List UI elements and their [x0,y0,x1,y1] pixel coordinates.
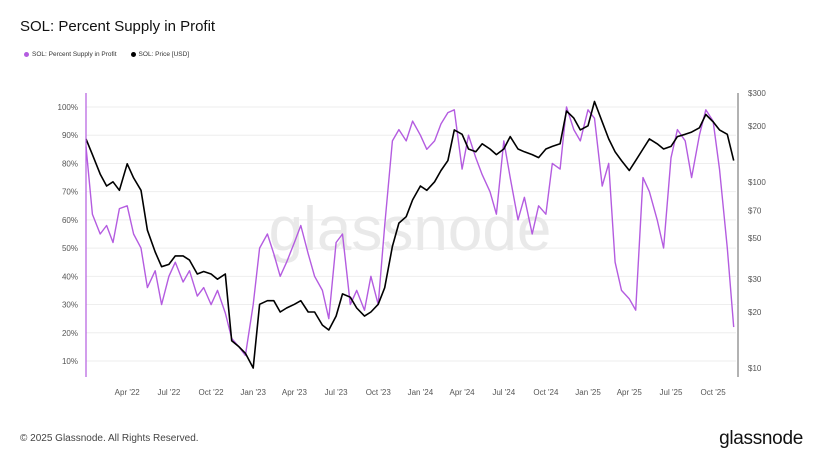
y-right-tick-label: $10 [748,364,762,373]
x-tick-label: Jan '25 [575,388,601,397]
y-left-tick-label: 70% [62,188,78,197]
x-tick-label: Oct '24 [533,388,559,397]
y-left-tick-label: 80% [62,159,78,168]
x-tick-label: Oct '23 [366,388,392,397]
y-right-tick-label: $300 [748,89,766,98]
chart-title: SOL: Percent Supply in Profit [20,18,216,35]
y-left-tick-label: 20% [62,329,78,338]
x-tick-label: Apr '25 [617,388,643,397]
x-tick-label: Apr '24 [450,388,476,397]
supply-in-profit-line [85,106,735,357]
x-tick-label: Oct '25 [701,388,727,397]
x-tick-label: Jan '24 [408,388,434,397]
x-tick-label: Jul '23 [325,388,348,397]
y-right-tick-label: $70 [748,207,762,216]
legend-item-supply[interactable]: SOL: Percent Supply in Profit [24,51,117,58]
x-tick-label: Apr '23 [282,388,308,397]
legend-item-price[interactable]: SOL: Price [USD] [130,51,190,58]
legend-label-price: SOL: Price [USD] [138,51,190,58]
x-tick-label: Jul '24 [492,388,515,397]
y-left-tick-label: 40% [62,272,78,281]
legend-label-supply: SOL: Percent Supply in Profit [32,51,117,58]
y-right-tick-label: $100 [748,178,766,187]
y-left-tick-label: 90% [62,131,78,140]
y-right-tick-label: $50 [748,234,762,243]
x-tick-label: Jul '22 [157,388,180,397]
y-left-tick-label: 100% [58,103,78,112]
y-left-tick-label: 10% [62,357,78,366]
legend-dot-supply [24,52,29,57]
legend-dot-price [130,52,136,57]
y-right-tick-label: $20 [748,308,762,317]
x-tick-label: Oct '22 [199,388,225,397]
y-left-tick-label: 50% [62,244,78,253]
x-tick-label: Jan '23 [240,388,266,397]
y-right-tick-label: $200 [748,122,766,131]
x-tick-label: Jul '25 [660,388,683,397]
copyright-footer: © 2025 Glassnode. All Rights Reserved. [20,433,199,444]
x-tick-label: Apr '22 [115,388,141,397]
price-line [85,100,735,369]
y-left-tick-label: 60% [62,216,78,225]
glassnode-logo: glassnode [719,428,803,449]
legend: SOL: Percent Supply in Profit SOL: Price… [24,51,189,58]
y-left-tick-label: 30% [62,301,78,310]
y-right-tick-label: $30 [748,275,762,284]
